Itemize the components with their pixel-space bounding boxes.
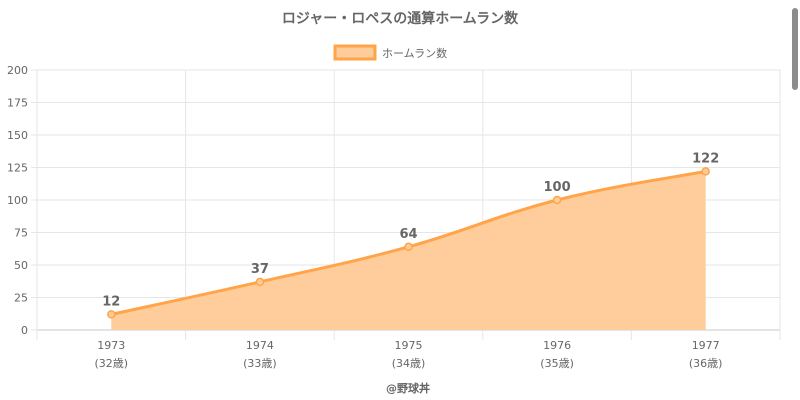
scrollbar-thumb[interactable]: [792, 8, 798, 90]
data-label: 100: [544, 180, 571, 195]
data-point: [552, 195, 562, 205]
x-tick-sublabel: (33歳): [243, 357, 277, 370]
data-label: 37: [251, 262, 269, 277]
x-tick-sublabel: (35歳): [540, 357, 574, 370]
x-tick-sublabel: (36歳): [689, 357, 723, 370]
x-tick-label: 1973: [97, 339, 125, 352]
x-tick-sublabel: (32歳): [95, 357, 129, 370]
data-label: 12: [102, 294, 120, 309]
y-tick-label: 200: [7, 64, 28, 77]
data-point: [107, 310, 116, 319]
y-tick-label: 125: [7, 162, 28, 175]
y-tick-label: 0: [21, 324, 28, 337]
y-tick-label: 100: [7, 194, 28, 207]
data-labels: 12 37 64 100 122: [102, 151, 719, 309]
data-point: [701, 167, 710, 176]
credit-text: @野球丼: [386, 381, 430, 395]
x-tick-label: 1977: [692, 339, 720, 352]
y-axis: 0 25 50 75 100 125 150 175 200: [7, 64, 28, 337]
plot-area: [107, 167, 710, 330]
y-tick-label: 150: [7, 129, 28, 142]
data-label: 64: [399, 227, 417, 242]
y-tick-label: 75: [14, 227, 28, 240]
y-tick-label: 175: [7, 97, 28, 110]
data-point: [404, 242, 413, 252]
legend[interactable]: ホームラン数: [333, 44, 447, 61]
legend-swatch: [333, 44, 377, 61]
y-tick-label: 50: [14, 259, 28, 272]
legend-label: ホームラン数: [382, 47, 447, 60]
data-point: [255, 277, 265, 287]
chart-title: ロジャー・ロペスの通算ホームラン数: [282, 10, 519, 27]
x-tick-label: 1975: [395, 339, 423, 352]
y-tick-label: 25: [14, 292, 28, 305]
data-label: 122: [692, 151, 719, 166]
x-tick-label: 1976: [543, 339, 571, 352]
x-tick-sublabel: (34歳): [392, 357, 426, 370]
x-tick-label: 1974: [246, 339, 274, 352]
x-axis: 1973 (32歳) 1974 (33歳) 1975 (34歳) 1976 (35歳) 1977…: [95, 339, 723, 370]
